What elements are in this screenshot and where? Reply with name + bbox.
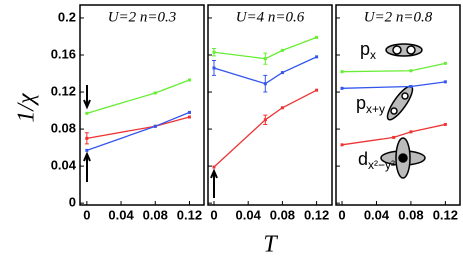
x-tick-label: 0.04 <box>236 207 262 222</box>
series-line <box>86 79 190 114</box>
series-line <box>86 111 190 151</box>
x-tick-label: 0 <box>210 207 217 222</box>
data-point <box>315 88 319 92</box>
data-point <box>280 106 284 110</box>
y-tick-label: 0.12 <box>51 83 76 98</box>
x-tick-label: 0.12 <box>304 207 329 222</box>
data-point <box>443 80 447 84</box>
arrow <box>210 168 218 198</box>
annotation-sub: x <box>370 48 376 62</box>
data-point <box>443 122 447 126</box>
orbital-icons <box>380 43 426 179</box>
series-line <box>86 116 190 139</box>
y-axis-label: 1/χ <box>14 92 40 123</box>
data-point <box>340 86 344 90</box>
panel-title: U=2 n=0.8 <box>364 9 433 25</box>
annotation: dx²−y² <box>358 149 395 172</box>
y-tick-label: 0.2 <box>58 9 76 24</box>
y-tick-label: 0.08 <box>51 121 76 136</box>
x-tick-label: 0.12 <box>177 207 202 222</box>
annotation-sub: x²−y² <box>368 158 395 172</box>
arrow <box>83 85 91 110</box>
error-bar <box>211 60 216 76</box>
error-bar <box>263 74 268 93</box>
x-tick-label: 0.08 <box>143 207 168 222</box>
series-line <box>213 56 317 85</box>
title-box <box>346 9 450 27</box>
data-point <box>340 143 344 147</box>
data-point <box>187 78 191 82</box>
x-tick-label: 0.08 <box>398 207 423 222</box>
data-point <box>392 135 396 139</box>
data-point <box>153 91 157 95</box>
y-tick-label: 0 <box>69 195 76 210</box>
annotation: px+y <box>356 93 385 116</box>
error-bar <box>263 52 268 65</box>
data-point <box>153 124 157 128</box>
panel-frame <box>335 4 461 206</box>
panel-frame <box>207 4 333 206</box>
data-point <box>85 111 89 115</box>
annotation-text: p <box>356 93 366 113</box>
data-point <box>315 35 319 39</box>
data-point <box>315 55 319 59</box>
x-tick-label: 0 <box>338 207 345 222</box>
data-point <box>187 110 191 114</box>
panel-title: U=2 n=0.3 <box>108 9 177 25</box>
data-point <box>280 48 284 52</box>
y-tick-label: 0.16 <box>51 46 76 61</box>
error-bar <box>84 132 89 145</box>
annotation: px <box>360 39 376 62</box>
data-point <box>409 69 413 73</box>
annotation-text: d <box>358 149 368 169</box>
series-line <box>342 62 446 73</box>
data-point <box>409 84 413 88</box>
error-bar <box>263 114 268 125</box>
x-tick-label: 0.08 <box>270 207 295 222</box>
data-point <box>187 115 191 119</box>
x-tick-label: 0 <box>83 207 90 222</box>
series-line <box>213 36 317 60</box>
data-point <box>280 71 284 75</box>
data-point <box>340 70 344 74</box>
annotation-sub: x+y <box>366 102 385 116</box>
x-axis-label: T <box>263 232 278 258</box>
series-line <box>341 123 446 146</box>
title-box <box>218 9 322 27</box>
data-point <box>212 165 216 169</box>
data-point <box>85 148 89 152</box>
error-bar <box>211 48 216 57</box>
arrow <box>83 151 91 182</box>
data-point <box>409 130 413 134</box>
x-tick-label: 0.12 <box>433 207 458 222</box>
series-line <box>213 89 317 168</box>
y-tick-label: 0.04 <box>51 158 77 173</box>
series-line <box>342 81 446 89</box>
data-point <box>443 61 447 65</box>
annotation-text: p <box>360 39 370 59</box>
title-box <box>90 9 194 27</box>
x-tick-label: 0.04 <box>108 207 134 222</box>
x-tick-label: 0.04 <box>364 207 390 222</box>
panel-title: U=4 n=0.6 <box>236 9 305 25</box>
panel-frame <box>79 4 205 206</box>
